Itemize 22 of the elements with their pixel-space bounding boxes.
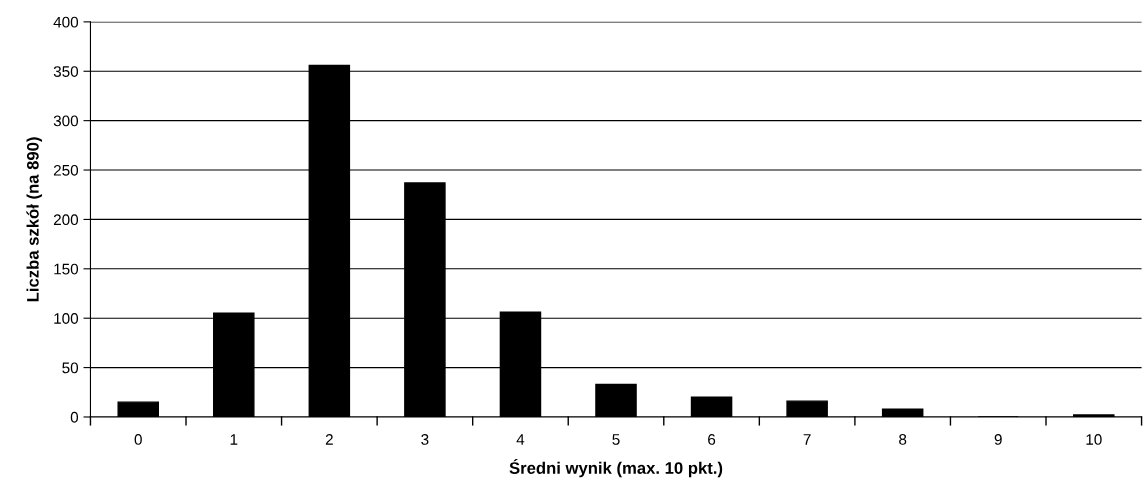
x-tick-label: 2: [325, 434, 333, 445]
x-tick-label: 5: [612, 434, 620, 445]
x-tick-label: 9: [994, 434, 1002, 445]
y-tick-label: 300: [53, 115, 79, 127]
y-tick-label: 250: [53, 164, 79, 176]
x-tick-label: 7: [803, 434, 811, 445]
y-tick-label: 150: [54, 263, 79, 275]
y-axis-title: Liczba szkół (na 890): [26, 137, 43, 302]
y-tick-label: 400: [53, 16, 79, 28]
x-tick-label: 4: [516, 434, 525, 445]
y-tick-label: 50: [62, 362, 79, 374]
x-tick-label: 10: [1086, 434, 1102, 445]
x-tick-label: 3: [421, 434, 429, 445]
x-tick-label: 1: [230, 434, 238, 445]
x-tick-label: 0: [134, 434, 142, 445]
x-tick-label: 8: [899, 434, 907, 445]
y-tick-label: 0: [70, 411, 79, 423]
y-tick-label: 200: [53, 214, 79, 226]
y-tick-label: 350: [53, 66, 79, 77]
x-tick-label: 6: [708, 434, 716, 445]
x-axis-title: Średni wynik (max. 10 pkt.): [509, 459, 723, 478]
y-tick-label: 100: [54, 313, 79, 324]
